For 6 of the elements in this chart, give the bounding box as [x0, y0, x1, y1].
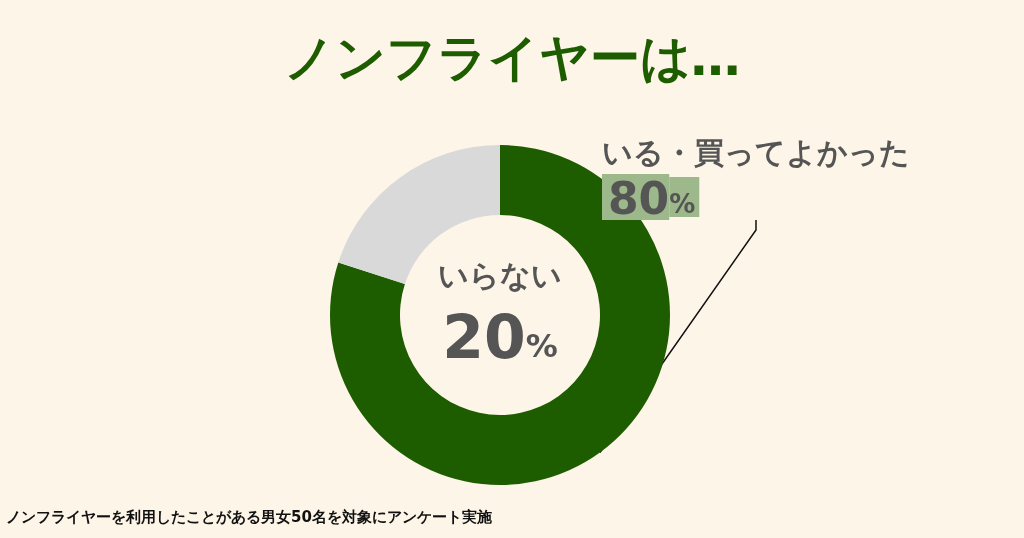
slice-label: いらない [438, 257, 562, 293]
chart-title: ノンフライヤーは… [283, 29, 741, 87]
slice-label: いる・買ってよかった [602, 134, 910, 170]
data-label: 20% [442, 302, 558, 372]
data-label: 80% [608, 172, 696, 224]
text: ノンフライヤーを利用したことがある男女50名を対象にアンケート実施 [6, 507, 493, 526]
